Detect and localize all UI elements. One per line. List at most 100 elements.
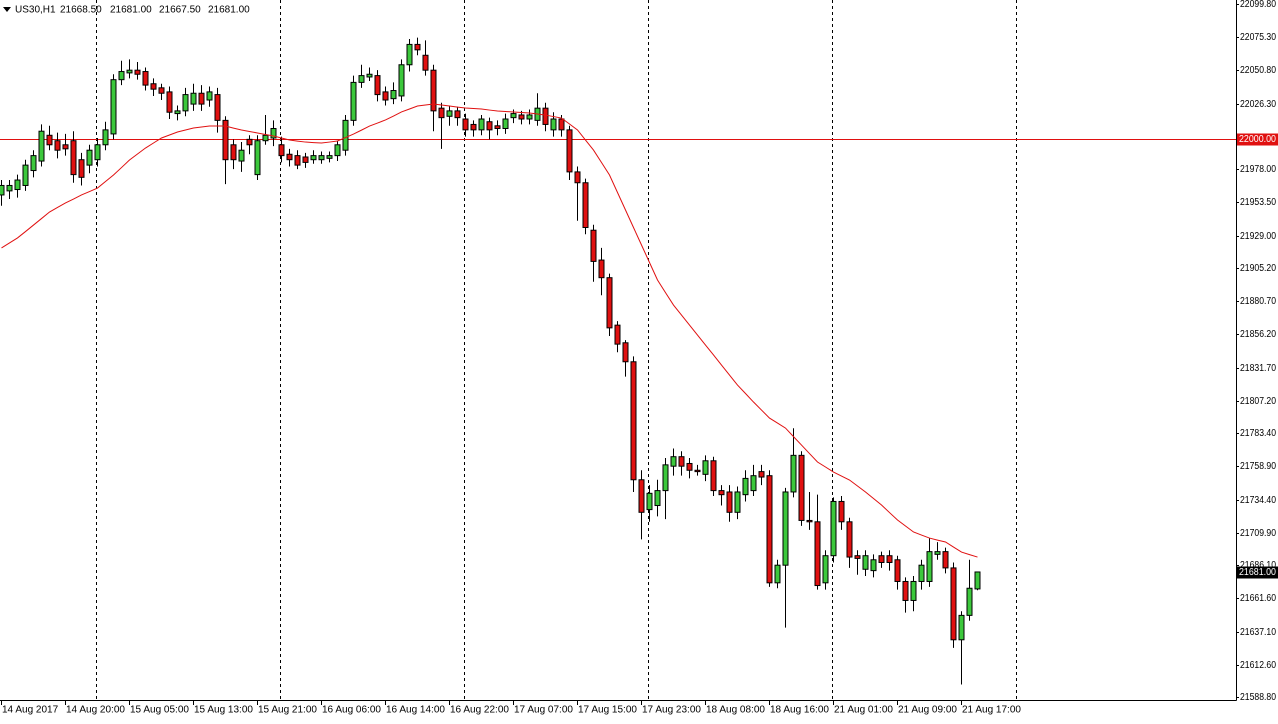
candle-body (414, 43, 421, 51)
candle-body (638, 479, 645, 513)
candle-body (438, 107, 445, 119)
candle-body (254, 140, 261, 176)
candle-body (870, 559, 877, 572)
candle-body (574, 171, 581, 184)
y-tick-label: 21637.10 (1240, 627, 1276, 638)
current-price-box (1237, 566, 1278, 579)
candle-body (14, 179, 21, 191)
symbol-menu-icon[interactable] (3, 7, 11, 12)
candle-body (22, 164, 29, 186)
candle-body (214, 94, 221, 121)
candle-body (774, 564, 781, 584)
candle-body (310, 155, 317, 161)
candle-body (206, 91, 213, 101)
candle-body (478, 118, 485, 131)
candle-body (678, 456, 685, 467)
candle-body (782, 491, 789, 566)
candle-body (86, 149, 93, 166)
candle-body (742, 477, 749, 496)
candle-body (318, 155, 325, 161)
candle-body (94, 144, 101, 161)
candle-body (662, 464, 669, 492)
candle-body (654, 490, 661, 507)
candle-body (878, 555, 885, 563)
candle-body (622, 342, 629, 363)
x-tick-label: 16 Aug 22:00 (450, 705, 509, 716)
candle-body (886, 555, 893, 563)
candle-body (102, 129, 109, 146)
candle-body (134, 69, 141, 75)
y-tick-label: 21612.60 (1240, 660, 1276, 671)
candles (0, 37, 981, 685)
y-tick-label: 21953.50 (1240, 197, 1276, 208)
x-tick-label: 21 Aug 17:00 (962, 705, 1021, 716)
y-tick-label: 21807.20 (1240, 396, 1276, 407)
candle-body (854, 555, 861, 559)
candle-body (894, 559, 901, 582)
y-tick-label: 21686.10 (1240, 560, 1276, 571)
x-tick-label: 16 Aug 06:00 (322, 705, 381, 716)
x-tick-label: 15 Aug 21:00 (258, 705, 317, 716)
y-tick-label: 21880.70 (1240, 296, 1276, 307)
y-tick-label: 21856.20 (1240, 329, 1276, 340)
candle-body (230, 144, 237, 161)
candle-body (286, 153, 293, 161)
candle-body (830, 500, 837, 557)
candle-body (950, 567, 957, 641)
moving-average (1, 103, 978, 558)
candle-body (750, 475, 757, 492)
y-tick-label: 21905.20 (1240, 263, 1276, 274)
candle-body (198, 92, 205, 105)
candle-body (0, 184, 5, 196)
candle-body (846, 521, 853, 558)
candle-body (302, 156, 309, 163)
candle-body (262, 134, 269, 142)
y-tick-label: 21929.00 (1240, 231, 1276, 242)
candle-body (182, 94, 189, 112)
candle-body (718, 490, 725, 496)
x-tick-label: 15 Aug 13:00 (194, 705, 253, 716)
candle-body (190, 92, 197, 105)
y-tick-label: 21783.40 (1240, 428, 1276, 439)
candle-body (550, 118, 557, 131)
candle-body (366, 73, 373, 78)
candle-body (118, 71, 125, 81)
candle-body (382, 91, 389, 101)
symbol-label: US30,H1 (15, 5, 56, 16)
candle-body (334, 144, 341, 157)
x-tick-label: 14 Aug 20:00 (66, 705, 125, 716)
y-tick-label: 21734.40 (1240, 495, 1276, 506)
y-tick-label: 21758.90 (1240, 461, 1276, 472)
candle-body (462, 118, 469, 131)
candle-body (222, 119, 229, 161)
x-tick-label: 14 Aug 2017 (2, 705, 59, 716)
candle-body (110, 79, 117, 135)
candle-body (518, 114, 525, 120)
x-tick-label: 17 Aug 15:00 (578, 705, 637, 716)
candle-body (446, 110, 453, 117)
candle-body (926, 551, 933, 582)
candle-body (150, 83, 157, 90)
candle-body (702, 460, 709, 475)
header-low: 21667.50 (159, 5, 201, 16)
candle-body (278, 144, 285, 157)
x-tick-label: 15 Aug 05:00 (130, 705, 189, 716)
vertical-grid (96, 0, 1017, 700)
candle-body (734, 491, 741, 513)
candle-body (54, 140, 61, 151)
candle-body (966, 587, 973, 616)
candle-body (494, 125, 501, 129)
candle-body (910, 580, 917, 601)
y-tick-label: 21588.80 (1240, 692, 1276, 703)
candle-body (270, 127, 277, 139)
y-tick-label: 21978.00 (1240, 164, 1276, 175)
x-tick-label: 17 Aug 07:00 (514, 705, 573, 716)
candle-body (126, 69, 133, 74)
candle-body (606, 277, 613, 329)
candle-body (246, 138, 253, 146)
candle-body (486, 121, 493, 131)
candle-body (350, 81, 357, 121)
candle-body (326, 155, 333, 159)
